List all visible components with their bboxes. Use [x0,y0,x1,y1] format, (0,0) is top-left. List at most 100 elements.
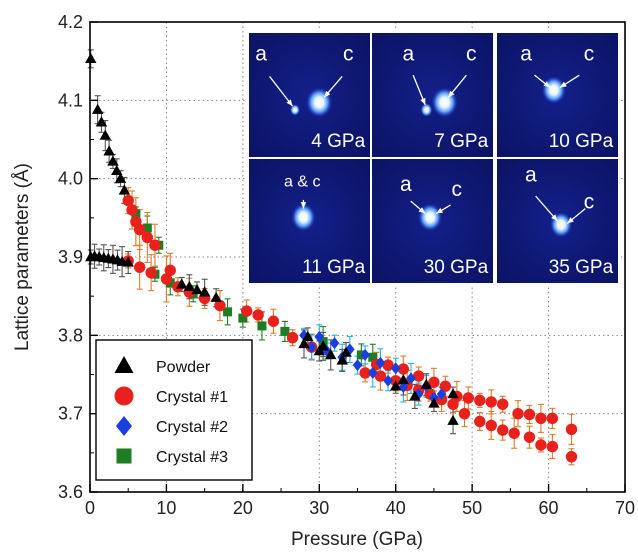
data-point-triangle [397,373,410,385]
data-point-circle [114,386,134,406]
data-point-circle [439,380,452,392]
data-point-circle [428,376,440,389]
arrow-head [567,217,574,224]
x-tick-label: 30 [309,498,329,518]
inset-spot-label: c [584,191,595,214]
arrow-head [286,99,293,107]
diffraction-spot [418,203,443,232]
data-point-circle [512,407,524,420]
data-point-triangle [317,340,329,351]
data-point-circle [565,423,578,436]
data-point-triangle [91,103,104,114]
legend-label: Powder [156,359,211,376]
arrow-head [543,81,551,88]
y-tick-label: 3.7 [58,404,83,424]
arrow-head [559,81,567,88]
arrow-head [420,97,426,105]
x-tick-label: 70 [615,498,635,518]
data-point-square [142,223,152,233]
data-point-diamond [390,362,401,375]
diffraction-spot [431,87,458,118]
data-point-circle [122,194,134,207]
data-point-triangle [298,337,310,349]
data-point-triangle [302,330,314,342]
data-point-circle [214,299,226,312]
data-point-circle [535,412,547,425]
data-point-circle [164,264,176,277]
data-point-diamond [329,337,340,350]
data-point-circle [523,431,536,443]
data-point-circle [252,309,264,321]
diffraction-spot [420,102,433,117]
data-point-diamond [375,356,386,369]
data-point-triangle [191,283,203,295]
data-point-diamond [352,359,363,372]
data-point-circle [546,412,559,425]
data-point-diamond [306,341,317,354]
data-point-triangle [325,348,337,360]
data-point-triangle [390,380,402,391]
data-point-diamond [367,366,378,379]
y-tick-label: 4.0 [58,169,83,189]
data-point-circle [565,451,578,463]
data-point-triangle [409,390,421,401]
data-point-triangle [95,116,108,127]
data-point-triangle [114,356,134,373]
data-point-triangle [118,184,131,195]
data-point-triangle [336,354,348,365]
data-point-square [257,321,267,331]
inset-pressure-label: 7 GPa [434,131,488,152]
inset-spot-label: a [255,42,267,65]
data-point-circle [133,261,146,273]
data-markers [85,52,578,463]
legend-label: Crystal #1 [156,389,228,406]
data-point-circle [546,440,559,453]
arrow-head [436,207,444,214]
inset-spot-label: c [343,42,354,65]
data-point-circle [497,424,509,436]
data-point-triangle [447,388,459,399]
x-tick-label: 20 [233,498,253,518]
data-point-diamond [383,374,393,387]
y-tick-label: 3.6 [58,482,83,502]
y-tick-label: 4.2 [58,12,83,32]
data-point-circle [485,419,497,432]
data-point-circle [458,407,471,420]
data-point-circle [523,408,536,421]
diffraction-spot [289,104,300,116]
data-point-triangle [111,164,123,176]
data-point-triangle [447,414,459,425]
data-point-circle [382,359,394,371]
data-point-circle [160,273,173,285]
arrow-head [300,202,307,209]
x-tick-label: 50 [462,498,482,518]
x-tick-label: 0 [85,498,95,518]
x-tick-label: 60 [539,498,559,518]
data-point-square [238,313,248,323]
arrow-head [551,214,558,221]
x-tick-label: 10 [156,498,176,518]
y-tick-labels: 3.6 3.7 3.8 3.9 4.0 4.1 4.2 [58,12,83,502]
data-point-triangle [107,155,119,166]
data-point-circle [535,439,547,451]
data-point-triangle [428,397,440,408]
data-point-triangle [183,280,196,291]
data-point-circle [462,392,475,404]
data-point-diamond [345,343,355,356]
inset-spot-label: a [400,173,412,196]
data-point-diamond [436,388,447,401]
data-point-circle [485,396,497,408]
data-point-triangle [176,278,188,289]
data-point-triangle [210,291,222,302]
data-point-circle [474,415,486,428]
y-axis-title: Lattice parameters (Å) [12,163,33,351]
inset-spot-label: a & c [284,173,320,190]
diffraction-inset: a c 4 GPa a c 7 GPa a c 10 GPa a & c 11 GPa a c 30 GP… [247,31,618,285]
data-point-triangle [122,256,134,267]
x-tick-label: 40 [386,498,406,518]
inset-pressure-label: 30 GPa [424,257,489,278]
data-point-circle [240,305,253,317]
data-point-circle [474,394,486,407]
data-point-circle [141,231,154,244]
